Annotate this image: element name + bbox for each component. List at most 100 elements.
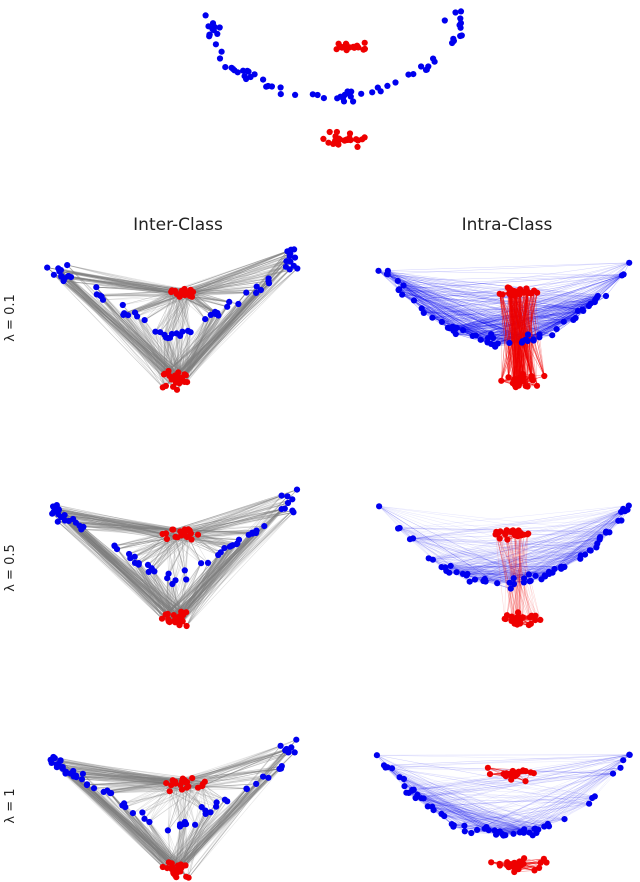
graph-edge: [191, 296, 212, 316]
graph-edge: [175, 280, 269, 383]
graph-edge: [190, 253, 291, 292]
class-red-point: [181, 285, 188, 293]
graph-edge: [58, 268, 172, 291]
graph-edge: [169, 314, 212, 377]
graph-edge: [168, 489, 298, 622]
graph-edge: [180, 313, 216, 378]
graph-edge: [597, 274, 624, 297]
graph-edge: [169, 253, 291, 377]
class-red-point: [165, 616, 172, 623]
graph-edge: [174, 332, 191, 376]
graph-edge: [155, 290, 176, 332]
graph-edge: [168, 280, 269, 372]
graph-edge: [96, 286, 179, 373]
graph-edge: [178, 268, 298, 373]
graph-edge: [60, 269, 183, 379]
class-red-point: [498, 377, 505, 384]
graph-edge: [174, 290, 181, 336]
graph-edge: [162, 269, 290, 388]
graph-edge: [179, 251, 288, 383]
graph-edge: [455, 275, 622, 335]
graph-edge: [179, 289, 262, 383]
graph-edge: [182, 257, 296, 295]
graph-edge: [188, 266, 286, 293]
class-blue-point: [447, 562, 454, 570]
graph-edge: [59, 271, 185, 375]
graph-edge: [182, 255, 290, 295]
graph-edge: [432, 317, 510, 344]
graph-edge: [64, 277, 179, 373]
graph-edge: [127, 315, 169, 372]
graph-edge: [100, 290, 172, 296]
graph-edge: [164, 294, 179, 335]
graph-edge: [480, 262, 630, 341]
graph-edge: [399, 288, 526, 340]
graph-edge: [175, 249, 292, 292]
graph-edge: [68, 275, 177, 295]
graph-edge: [165, 249, 292, 387]
graph-edge: [47, 267, 180, 383]
class-blue-point: [405, 71, 412, 78]
graph-edge: [184, 292, 257, 375]
class-blue-point: [289, 496, 296, 503]
graph-edge: [577, 275, 623, 312]
graph-edge: [480, 310, 579, 341]
graph-edge: [413, 300, 553, 336]
class-red-point: [186, 527, 193, 534]
class-blue-point: [471, 576, 479, 583]
graph-edge: [509, 310, 579, 344]
graph-edge: [170, 291, 183, 332]
graph-edge: [509, 334, 529, 344]
graph-edge: [191, 296, 230, 303]
graph-edge: [59, 271, 165, 375]
graph-edge: [60, 269, 174, 388]
graph-edge: [53, 274, 188, 383]
graph-edge: [47, 267, 178, 377]
class-blue-point: [283, 258, 290, 265]
class-red-point: [173, 290, 180, 297]
class-blue-point: [65, 272, 72, 280]
graph-edge: [178, 312, 218, 373]
graph-edge: [63, 280, 172, 293]
graph-edge: [171, 296, 193, 335]
graph-edge: [421, 295, 598, 309]
graph-edge: [472, 303, 591, 337]
graph-edge: [178, 318, 206, 381]
graph-edge: [176, 333, 179, 373]
graph-edge: [463, 317, 576, 331]
graph-edge: [64, 277, 180, 384]
graph-edge: [421, 308, 494, 339]
graph-edge: [175, 333, 177, 378]
graph-edge: [171, 249, 292, 293]
panel-intra-class-lambda-0.1: [375, 259, 633, 391]
graph-edge: [60, 276, 178, 381]
class-blue-point: [560, 318, 567, 325]
class-blue-point: [286, 253, 293, 260]
graph-edge: [184, 261, 291, 375]
graph-edge: [185, 249, 295, 293]
graph-edge: [155, 290, 176, 332]
class-blue-point: [453, 569, 460, 576]
graph-edge: [96, 287, 165, 375]
row-label-lambda-0.5: λ = 0.5: [3, 544, 18, 592]
graph-edge: [387, 270, 534, 340]
graph-edge: [184, 292, 257, 375]
graph-edge: [101, 296, 172, 380]
graph-edge: [179, 292, 257, 383]
class-blue-point: [177, 332, 184, 339]
graph-edge: [171, 249, 292, 293]
graph-edge: [190, 289, 228, 308]
class-blue-point: [587, 300, 594, 307]
graph-edge: [63, 280, 174, 388]
graph-edge: [60, 269, 178, 381]
graph-edge: [192, 291, 247, 293]
graph-edge: [184, 319, 206, 382]
graph-edge: [178, 249, 292, 381]
graph-edge: [60, 269, 185, 375]
graph-edge: [163, 337, 171, 375]
class-blue-point: [216, 55, 224, 62]
graph-edge: [59, 271, 176, 376]
class-blue-point: [135, 560, 142, 567]
graph-edge: [159, 332, 177, 378]
graph-edge: [144, 319, 165, 375]
